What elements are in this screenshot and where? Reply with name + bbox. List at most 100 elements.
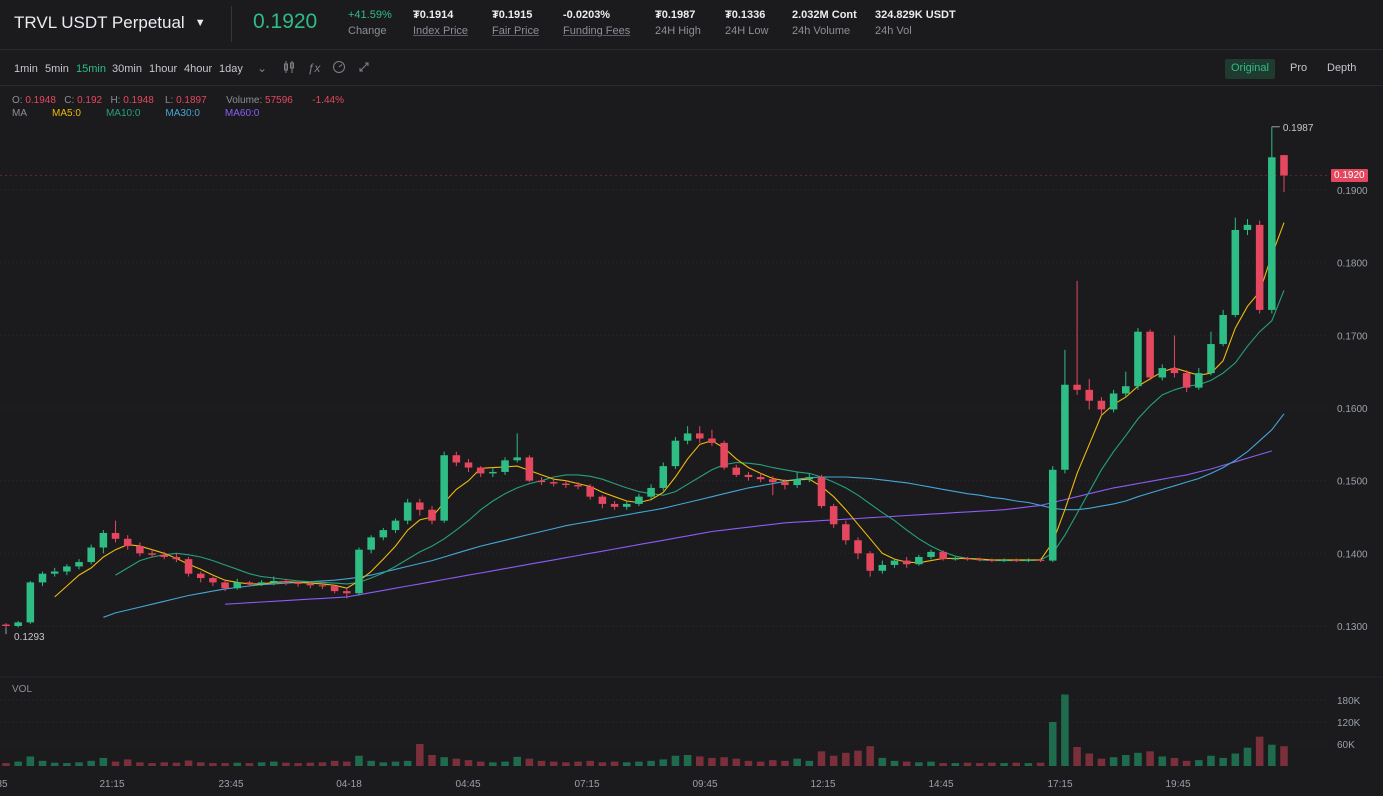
volume-bar (805, 760, 814, 766)
volume-bar (610, 761, 619, 766)
volume-bar (586, 760, 595, 766)
candle-body (1182, 373, 1191, 388)
timeframe-1min[interactable]: 1min (14, 63, 38, 75)
candle-body (87, 547, 95, 563)
candle-body (1097, 400, 1106, 410)
candle-body (123, 538, 132, 547)
stat-value: ₮0.1336 (725, 9, 766, 21)
volume-bar (1061, 694, 1069, 766)
candle-body (330, 586, 339, 592)
volume-bar (1121, 755, 1130, 766)
symbol-selector[interactable]: TRVL USDT Perpetual ▼ (14, 13, 206, 33)
candle-body (744, 474, 753, 478)
candle-body (622, 503, 631, 507)
candle-body (99, 532, 108, 548)
ma5-value: MA5:0 (52, 108, 81, 119)
high-marker-label: 0.1987 (1283, 123, 1314, 134)
timeframe-1day[interactable]: 1day (219, 63, 243, 75)
candle-body (963, 558, 972, 560)
timeframe-5min[interactable]: 5min (45, 63, 69, 75)
candle-body (1195, 373, 1203, 388)
volume-bar (817, 751, 826, 766)
volume-bar (890, 760, 899, 766)
volume-bar (1280, 746, 1288, 766)
volume-bar (1048, 722, 1057, 766)
stat-label: Funding Fees (563, 25, 631, 37)
candle-body (635, 496, 643, 504)
fullscreen-icon[interactable] (356, 60, 372, 76)
y-tick-label: 0.1900 (1337, 186, 1368, 197)
candle-body (1048, 469, 1057, 561)
stat-2[interactable]: ₮0.1915 Fair Price (492, 8, 539, 39)
candle-body (890, 560, 899, 565)
timeframe-30min[interactable]: 30min (112, 63, 142, 75)
candle-body (1146, 331, 1154, 378)
candle-body (50, 571, 59, 574)
mode-original-button[interactable]: Original (1225, 59, 1275, 79)
stat-4: ₮0.1987 24H High (655, 8, 701, 39)
current-price-tag: 0.1920 (1331, 169, 1368, 182)
volume-bar (2, 763, 10, 766)
volume-bar (1000, 763, 1008, 766)
stat-value: +41.59% (348, 9, 392, 21)
chevron-down-icon[interactable]: ⌄ (256, 61, 268, 75)
volume-bar (343, 761, 351, 766)
volume-bar (1036, 762, 1045, 766)
x-tick-label: 21:15 (99, 779, 124, 790)
mode-pro-button[interactable]: Pro (1290, 62, 1308, 74)
stat-3[interactable]: -0.0203% Funding Fees (563, 8, 630, 39)
candle-body (269, 580, 278, 583)
mode-depth-button[interactable]: Depth (1327, 62, 1357, 74)
candle-body (720, 442, 728, 468)
volume-bar (1268, 744, 1276, 766)
volume-bar (294, 763, 302, 766)
volume-bar (38, 760, 47, 766)
volume-bar (136, 762, 144, 766)
ma60-value: MA60:0 (224, 108, 260, 119)
volume-bar (574, 761, 582, 766)
gauge-settings-icon[interactable] (331, 60, 347, 76)
candle-body (416, 502, 424, 510)
candle-body (854, 540, 862, 554)
candle-body (221, 582, 229, 589)
stat-value: ₮0.1987 (655, 9, 696, 21)
stat-value: ₮0.1914 (413, 9, 454, 21)
candle-body (756, 477, 765, 480)
timeframe-15min[interactable]: 15min (76, 63, 106, 75)
candle-body (63, 566, 71, 572)
candle-body (1000, 559, 1008, 561)
candle-body (915, 556, 923, 565)
candle-body (817, 477, 826, 507)
candle-type-icon[interactable] (281, 60, 297, 76)
ma60-line (225, 450, 1272, 605)
volume-bar (1097, 758, 1106, 766)
timeframe-1hour[interactable]: 1hour (149, 63, 178, 75)
volume-bar (1024, 763, 1033, 766)
candle-body (1121, 386, 1130, 394)
candle-body (988, 559, 996, 561)
volume-bar (1134, 752, 1142, 766)
candle-body (781, 482, 789, 486)
stat-label: 24H Low (725, 25, 769, 37)
candle-body (659, 466, 668, 488)
volume-bar (975, 763, 984, 766)
volume-bar (1207, 755, 1215, 766)
volume-bar (878, 757, 887, 766)
volume-bar (14, 761, 22, 766)
timeframe-4hour[interactable]: 4hour (184, 63, 213, 75)
volume-bar (537, 760, 546, 766)
candle-body (1158, 368, 1167, 378)
indicator-fx-icon[interactable]: ƒx (307, 61, 321, 75)
candle-body (501, 460, 509, 472)
candle-body (160, 554, 169, 557)
volume-bar (464, 760, 473, 766)
volume-bar (988, 762, 996, 766)
volume-bar (1012, 762, 1021, 766)
volume-bar (647, 760, 655, 766)
y-tick-label: 0.1800 (1337, 259, 1368, 270)
candle-body (586, 486, 595, 497)
x-tick-label: 19:45 (1165, 779, 1190, 790)
candle-body (355, 549, 363, 594)
stat-1[interactable]: ₮0.1914 Index Price (413, 8, 468, 39)
